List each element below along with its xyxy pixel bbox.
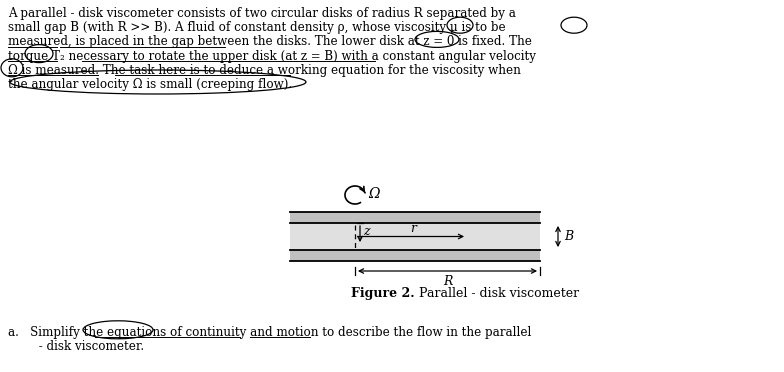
Text: B: B — [564, 230, 573, 243]
Bar — [290, 223, 540, 250]
Text: r: r — [410, 221, 416, 234]
Text: z: z — [363, 225, 369, 238]
Bar — [290, 250, 540, 261]
Text: A parallel - disk viscometer consists of two circular disks of radius R separate: A parallel - disk viscometer consists of… — [8, 7, 516, 20]
Text: Figure 2.: Figure 2. — [351, 287, 415, 300]
Text: small gap B (with R >> B). A fluid of constant density ρ, whose viscosity μ is t: small gap B (with R >> B). A fluid of co… — [8, 21, 506, 34]
Text: - disk viscometer.: - disk viscometer. — [20, 340, 144, 353]
Text: Ω: Ω — [368, 187, 379, 201]
Text: R: R — [443, 275, 452, 288]
Bar — [290, 212, 540, 223]
Text: torque T₂ necessary to rotate the upper disk (at z = B) with a constant angular : torque T₂ necessary to rotate the upper … — [8, 49, 536, 62]
Text: a.   Simplify the equations of continuity and motion to describe the flow in the: a. Simplify the equations of continuity … — [8, 326, 532, 339]
Text: Parallel - disk viscometer: Parallel - disk viscometer — [415, 287, 579, 300]
Text: the angular velocity Ω is small (creeping flow).: the angular velocity Ω is small (creepin… — [8, 78, 292, 91]
Text: measured, is placed in the gap between the disks. The lower disk at z = 0 is fix: measured, is placed in the gap between t… — [8, 35, 532, 48]
Text: Ω is measured. The task here is to deduce a working equation for the viscosity w: Ω is measured. The task here is to deduc… — [8, 64, 521, 77]
